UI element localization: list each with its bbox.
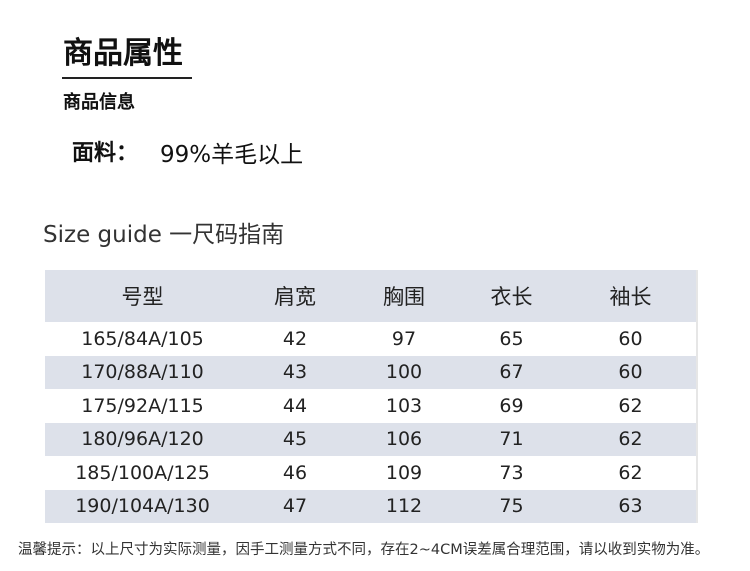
table-cell: 60 xyxy=(565,322,697,356)
header-cell: 衣长 xyxy=(458,270,565,322)
table-cell: 97 xyxy=(350,322,458,356)
table-header: 号型 肩宽 胸围 衣长 袖长 xyxy=(45,270,697,322)
table-row: 175/92A/115 44 103 69 62 xyxy=(45,389,697,423)
table-cell: 42 xyxy=(240,322,350,356)
header-cell: 胸围 xyxy=(350,270,458,322)
header-cell: 号型 xyxy=(45,270,240,322)
table-row: 190/104A/130 47 112 75 63 xyxy=(45,489,697,523)
table-cell: 63 xyxy=(565,489,697,523)
table-cell: 165/84A/105 xyxy=(45,322,240,356)
table-cell: 67 xyxy=(458,355,565,389)
table-cell: 43 xyxy=(240,355,350,389)
table-cell: 112 xyxy=(350,489,458,523)
table-cell: 62 xyxy=(565,456,697,490)
fabric-value: 99%羊毛以上 xyxy=(160,142,304,168)
size-note: 温馨提示：以上尺寸为实际测量，因手工测量方式不同，存在2~4CM误差属合理范围，… xyxy=(18,542,710,558)
table-row: 170/88A/110 43 100 67 60 xyxy=(45,355,697,389)
table-cell: 45 xyxy=(240,422,350,456)
table-row: 185/100A/125 46 109 73 62 xyxy=(45,456,697,490)
table-cell: 103 xyxy=(350,389,458,423)
table-row: 180/96A/120 45 106 71 62 xyxy=(45,422,697,456)
title-underline xyxy=(62,77,192,79)
table-cell: 175/92A/115 xyxy=(45,389,240,423)
table-cell: 44 xyxy=(240,389,350,423)
table-row: 165/84A/105 42 97 65 60 xyxy=(45,322,697,356)
section-subtitle: 商品信息 xyxy=(63,92,135,113)
table-cell: 106 xyxy=(350,422,458,456)
table-cell: 65 xyxy=(458,322,565,356)
table-cell: 69 xyxy=(458,389,565,423)
table-cell: 62 xyxy=(565,389,697,423)
table-cell: 180/96A/120 xyxy=(45,422,240,456)
table-cell: 60 xyxy=(565,355,697,389)
table-cell: 170/88A/110 xyxy=(45,355,240,389)
table-cell: 73 xyxy=(458,456,565,490)
table-cell: 62 xyxy=(565,422,697,456)
table-cell: 71 xyxy=(458,422,565,456)
header-cell: 袖长 xyxy=(565,270,697,322)
size-table: 号型 肩宽 胸围 衣长 袖长 165/84A/105 42 97 65 60 170/88… xyxy=(45,270,698,523)
table-cell: 109 xyxy=(350,456,458,490)
table-cell: 75 xyxy=(458,489,565,523)
table-cell: 100 xyxy=(350,355,458,389)
table-cell: 185/100A/125 xyxy=(45,456,240,490)
table-cell: 47 xyxy=(240,489,350,523)
table-cell: 46 xyxy=(240,456,350,490)
table-cell: 190/104A/130 xyxy=(45,489,240,523)
fabric-label: 面料： xyxy=(72,141,139,166)
size-guide-title: Size guide 一尺码指南 xyxy=(43,222,285,248)
page-title: 商品属性 xyxy=(63,36,183,71)
header-cell: 肩宽 xyxy=(240,270,350,322)
